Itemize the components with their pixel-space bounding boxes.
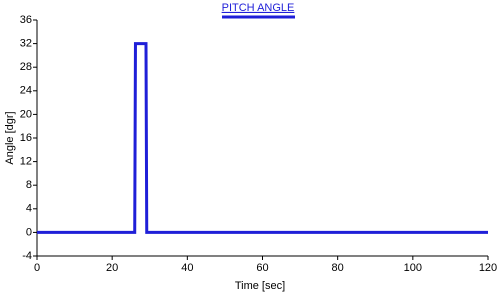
y-tick-label: 8 (26, 179, 32, 191)
x-tick-label: 60 (256, 262, 268, 274)
x-tick-label: 80 (332, 262, 344, 274)
x-tick-label: 0 (34, 262, 40, 274)
y-axis-label: Angle [dgr] (4, 111, 16, 164)
y-tick-label: -4 (22, 250, 32, 262)
legend-label: PITCH ANGLE (222, 2, 295, 14)
y-tick-label: 12 (20, 156, 32, 168)
x-axis-label: Time [sec] (235, 280, 285, 292)
x-tick-label: 100 (404, 262, 422, 274)
y-tick-label: 20 (20, 108, 32, 120)
y-tick-label: 24 (20, 85, 32, 97)
y-tick-label: 0 (26, 226, 32, 238)
x-tick-label: 40 (181, 262, 193, 274)
line (37, 42, 488, 234)
y-tick-label: 32 (20, 38, 32, 50)
y-tick-label: 4 (26, 203, 32, 215)
y-tick-label: 36 (20, 14, 32, 26)
x-tick-label: 20 (106, 262, 118, 274)
y-tick-label: 16 (20, 132, 32, 144)
x-tick-label: 120 (479, 262, 497, 274)
y-tick-label: 28 (20, 61, 32, 73)
